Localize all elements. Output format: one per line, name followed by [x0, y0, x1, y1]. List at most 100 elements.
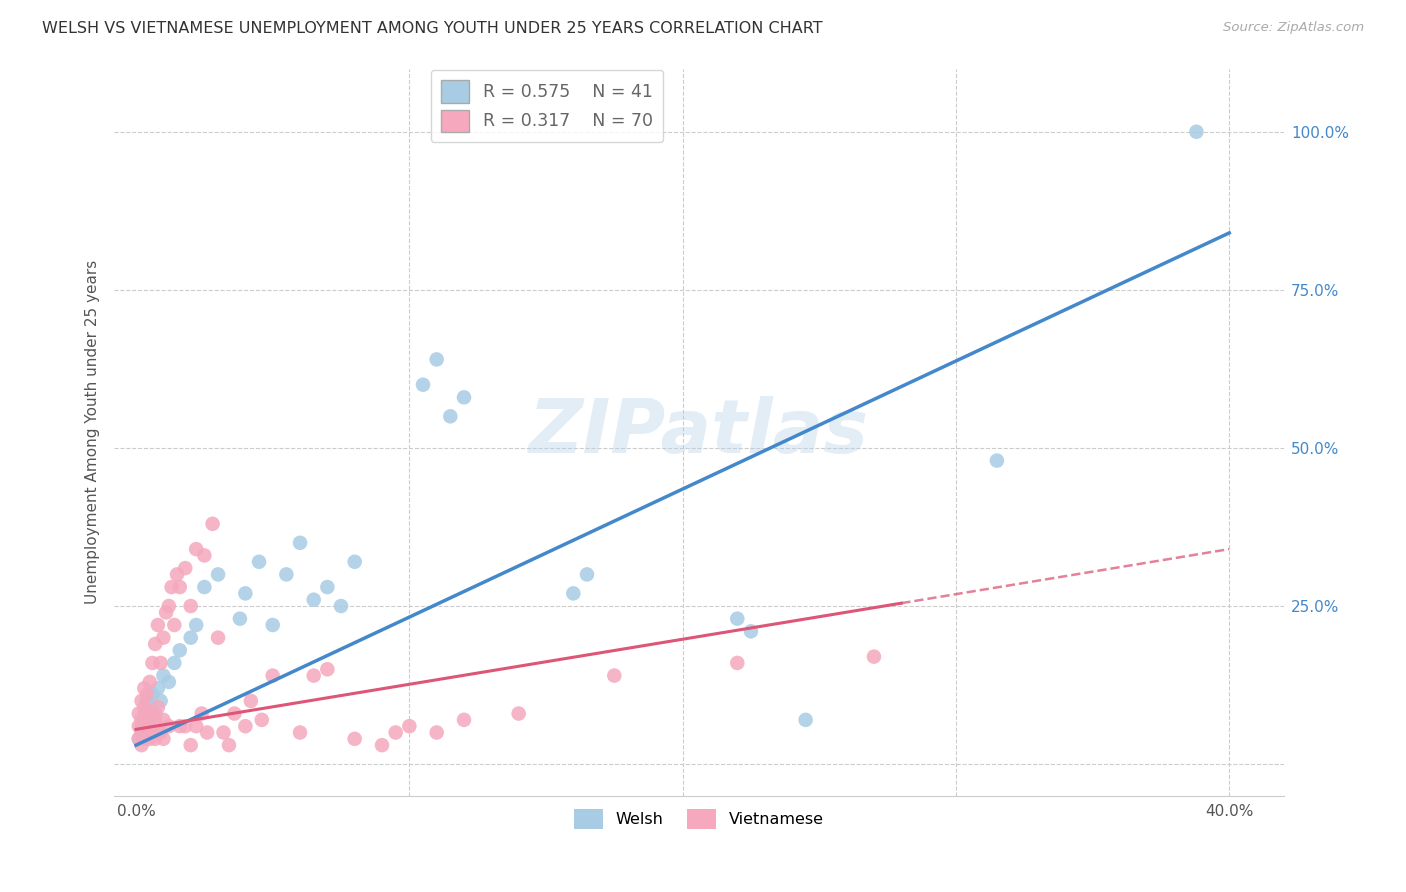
Point	[152, 713, 174, 727]
Point	[224, 706, 246, 721]
Point	[169, 719, 191, 733]
Point	[163, 618, 186, 632]
Point	[143, 706, 166, 721]
Point	[149, 656, 172, 670]
Point	[143, 713, 166, 727]
Point	[725, 612, 748, 626]
Point	[136, 694, 159, 708]
Point	[725, 656, 748, 670]
Point	[128, 731, 150, 746]
Point	[330, 599, 353, 613]
Point	[201, 516, 224, 531]
Point	[190, 706, 212, 721]
Point	[262, 668, 284, 682]
Legend: Welsh, Vietnamese: Welsh, Vietnamese	[568, 803, 831, 835]
Point	[1185, 125, 1208, 139]
Point	[136, 706, 159, 721]
Point	[152, 668, 174, 682]
Point	[157, 599, 180, 613]
Point	[128, 731, 150, 746]
Point	[160, 580, 183, 594]
Point	[146, 725, 169, 739]
Point	[174, 561, 197, 575]
Point	[141, 688, 163, 702]
Point	[128, 719, 150, 733]
Point	[138, 713, 160, 727]
Point	[426, 725, 449, 739]
Point	[166, 567, 188, 582]
Point	[250, 713, 273, 727]
Point	[134, 700, 156, 714]
Point	[143, 637, 166, 651]
Point	[986, 453, 1008, 467]
Point	[218, 738, 240, 752]
Point	[212, 725, 235, 739]
Point	[603, 668, 626, 682]
Point	[180, 738, 202, 752]
Point	[180, 599, 202, 613]
Point	[131, 694, 153, 708]
Point	[207, 567, 229, 582]
Point	[562, 586, 585, 600]
Point	[239, 694, 262, 708]
Point	[316, 580, 339, 594]
Point	[371, 738, 394, 752]
Point	[131, 719, 153, 733]
Point	[131, 725, 153, 739]
Point	[138, 674, 160, 689]
Point	[508, 706, 530, 721]
Point	[863, 649, 886, 664]
Point	[134, 681, 156, 696]
Point	[276, 567, 298, 582]
Point	[141, 706, 163, 721]
Point	[128, 706, 150, 721]
Point	[131, 738, 153, 752]
Point	[193, 549, 215, 563]
Point	[186, 542, 208, 557]
Point	[169, 643, 191, 657]
Point	[229, 612, 252, 626]
Point	[288, 725, 311, 739]
Point	[146, 618, 169, 632]
Point	[149, 725, 172, 739]
Point	[149, 694, 172, 708]
Point	[134, 731, 156, 746]
Point	[146, 700, 169, 714]
Point	[186, 618, 208, 632]
Point	[138, 719, 160, 733]
Point	[157, 674, 180, 689]
Point	[235, 586, 257, 600]
Point	[343, 555, 366, 569]
Point	[794, 713, 817, 727]
Point	[138, 700, 160, 714]
Point	[152, 631, 174, 645]
Point	[343, 731, 366, 746]
Point	[146, 681, 169, 696]
Point	[143, 731, 166, 746]
Point	[174, 719, 197, 733]
Point	[131, 713, 153, 727]
Text: Source: ZipAtlas.com: Source: ZipAtlas.com	[1223, 21, 1364, 34]
Point	[288, 536, 311, 550]
Point	[141, 656, 163, 670]
Point	[740, 624, 762, 639]
Point	[575, 567, 598, 582]
Point	[384, 725, 406, 739]
Point	[207, 631, 229, 645]
Point	[193, 580, 215, 594]
Point	[302, 592, 325, 607]
Text: WELSH VS VIETNAMESE UNEMPLOYMENT AMONG YOUTH UNDER 25 YEARS CORRELATION CHART: WELSH VS VIETNAMESE UNEMPLOYMENT AMONG Y…	[42, 21, 823, 36]
Point	[180, 631, 202, 645]
Point	[426, 352, 449, 367]
Point	[235, 719, 257, 733]
Point	[186, 719, 208, 733]
Point	[138, 731, 160, 746]
Point	[157, 719, 180, 733]
Point	[136, 725, 159, 739]
Point	[136, 713, 159, 727]
Point	[134, 706, 156, 721]
Point	[453, 390, 475, 404]
Point	[453, 713, 475, 727]
Point	[141, 725, 163, 739]
Point	[398, 719, 420, 733]
